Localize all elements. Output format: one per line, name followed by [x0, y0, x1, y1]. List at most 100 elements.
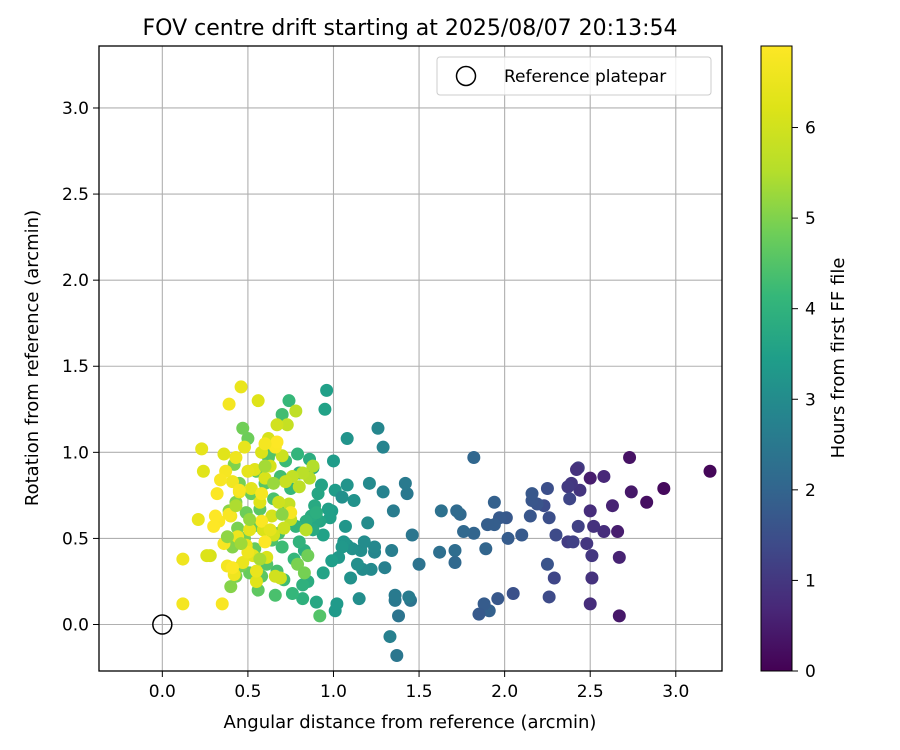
data-point — [540, 557, 554, 571]
data-point — [224, 580, 238, 594]
legend-marker — [455, 65, 477, 87]
data-point — [515, 528, 529, 542]
scatter-points — [176, 380, 717, 663]
data-point — [195, 442, 209, 456]
data-point — [402, 590, 416, 604]
plot-area-frame — [98, 45, 723, 672]
data-point — [255, 514, 269, 528]
data-point — [232, 483, 246, 497]
data-point — [299, 523, 313, 537]
data-point — [540, 481, 554, 495]
data-point — [316, 566, 330, 580]
x-axis-label: Angular distance from reference (arcmin) — [224, 712, 597, 733]
data-point — [335, 490, 349, 504]
data-point — [280, 418, 294, 432]
colorbar-tick-label: 3 — [805, 390, 816, 410]
colorbar-gradient — [760, 45, 793, 672]
data-point — [220, 530, 234, 544]
data-point — [237, 440, 251, 454]
data-point — [320, 383, 334, 397]
data-point — [258, 437, 272, 451]
colorbar-tick-label: 5 — [805, 209, 816, 229]
data-point — [390, 649, 404, 663]
data-point — [270, 435, 284, 449]
reference-marker — [152, 614, 173, 635]
data-point — [612, 550, 626, 564]
data-point — [542, 590, 556, 604]
y-tick-label: 1.5 — [62, 357, 89, 377]
y-axis-label: Rotation from reference (arcmin) — [22, 210, 43, 506]
data-point — [258, 459, 272, 473]
data-point — [571, 519, 585, 533]
data-point — [318, 402, 332, 416]
data-point — [285, 587, 299, 601]
data-point — [624, 485, 638, 499]
data-point — [611, 525, 625, 539]
data-point — [376, 440, 390, 454]
data-point — [448, 556, 462, 570]
data-point — [217, 447, 231, 461]
data-point — [344, 571, 358, 585]
data-point — [386, 504, 400, 518]
data-point — [357, 535, 371, 549]
data-point — [176, 597, 190, 611]
data-point — [398, 476, 412, 490]
colorbar-tick-label: 1 — [805, 571, 816, 591]
data-point — [316, 528, 330, 542]
data-point — [222, 397, 236, 411]
data-point — [291, 447, 305, 461]
data-point — [226, 561, 239, 575]
data-point — [585, 549, 599, 563]
data-point — [448, 543, 462, 557]
data-point — [525, 487, 539, 501]
x-tick-label: 2.0 — [491, 682, 518, 702]
y-tick-label: 2.0 — [62, 271, 89, 291]
data-point — [234, 380, 248, 394]
data-point — [383, 630, 397, 644]
data-point — [340, 432, 354, 446]
x-tick-label: 0.0 — [149, 682, 176, 702]
data-point — [301, 549, 315, 563]
data-point — [542, 511, 556, 525]
data-point — [309, 595, 323, 609]
x-tick-label: 0.5 — [234, 682, 261, 702]
data-point — [580, 537, 594, 551]
data-point — [547, 571, 561, 585]
data-point — [523, 509, 537, 523]
data-point — [491, 592, 505, 606]
data-point — [289, 404, 303, 418]
x-tick-label: 3.0 — [662, 682, 689, 702]
data-point — [433, 545, 447, 559]
data-point — [450, 504, 464, 518]
data-point — [236, 556, 250, 570]
data-point — [253, 552, 267, 566]
data-point — [467, 526, 481, 540]
y-tick-label: 3.0 — [62, 99, 89, 119]
y-tick-label: 0.0 — [62, 616, 89, 636]
colorbar: 0 1 2 3 4 5 6 Hours from first FF file — [760, 45, 849, 682]
data-point — [282, 394, 296, 408]
colorbar-tick-label: 2 — [805, 481, 816, 501]
data-point — [412, 557, 426, 571]
data-point — [362, 476, 376, 490]
data-point — [296, 592, 310, 606]
data-point — [236, 421, 250, 435]
data-point — [467, 451, 481, 465]
data-point — [275, 540, 289, 554]
y-tick-label: 1.0 — [62, 443, 89, 463]
data-point — [258, 535, 272, 549]
data-point — [371, 421, 385, 435]
data-point — [297, 566, 311, 580]
data-point — [321, 502, 335, 516]
data-point — [376, 485, 390, 499]
data-point — [249, 564, 263, 578]
colorbar-label: Hours from first FF file — [828, 258, 849, 459]
data-point — [270, 418, 284, 432]
data-point — [501, 531, 515, 545]
data-point — [255, 487, 269, 501]
data-point — [385, 543, 399, 557]
chart-title: FOV centre drift starting at 2025/08/07 … — [143, 16, 678, 41]
data-point — [191, 512, 205, 526]
data-point — [268, 588, 282, 602]
colorbar-tick-label: 0 — [805, 662, 816, 682]
